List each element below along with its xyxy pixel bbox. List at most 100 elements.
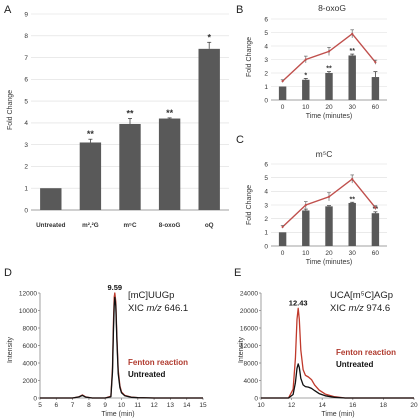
panel-b-x-tick-label: 30 <box>349 104 357 111</box>
panel-e-legend-untreated: Untreated <box>336 360 373 369</box>
panel-d-peak-label: 9.59 <box>108 283 123 292</box>
panel-a-bar <box>158 118 181 210</box>
panel-c-line-point <box>327 195 331 198</box>
panel-c-y-tick-label: 2 <box>264 216 268 223</box>
panel-d-y-axis-label: Intensity <box>7 336 14 363</box>
panel-a-y-tick-label: 4 <box>24 120 28 127</box>
panel-a-y-tick-label: 2 <box>24 164 28 171</box>
panel-a-y-tick-label: 7 <box>24 55 28 62</box>
panel-c-bar <box>302 210 310 246</box>
panel-d-legend-fenton: Fenton reaction <box>128 358 188 367</box>
panel-c-x-tick-label: 0 <box>281 250 285 257</box>
panel-e-y-tick-label: 0 <box>254 395 258 402</box>
panel-e-x-tick-label: 14 <box>319 402 327 409</box>
panel-b-line-point <box>281 80 284 83</box>
panel-b-significance-label: ** <box>349 48 355 55</box>
panel-e-y-tick-label: 24000 <box>240 290 258 297</box>
panel-e-chart: E Intensity Time (min) UCA[m⁵C]AGp XIC m… <box>234 267 418 418</box>
panel-a-y-tick-label: 5 <box>24 98 28 105</box>
panel-e-x-tick-label: 20 <box>410 402 418 409</box>
panel-d-compound-label: [mC]UUGp <box>128 290 174 301</box>
panel-a-significance-label: ** <box>126 109 134 119</box>
panel-d-y-tick-label: 12000 <box>19 290 37 297</box>
panel-a-y-tick-label: 9 <box>24 11 28 18</box>
panel-d-x-tick-label: 15 <box>199 402 207 409</box>
panel-d-xic-label: XIC m/z 646.1 <box>128 303 188 314</box>
panel-a-y-tick-label: 6 <box>24 77 28 84</box>
panel-e-x-axis-label: Time (min) <box>321 411 354 418</box>
panel-d-y-tick-label: 0 <box>33 395 37 402</box>
panel-b-bar <box>371 77 380 100</box>
panel-c-x-tick-label: 20 <box>325 250 333 257</box>
panel-a-y-tick-label: 1 <box>24 186 28 193</box>
panel-a-x-tick-label: m⁵C <box>123 222 137 229</box>
panel-e-xic-label: XIC m/z 974.6 <box>330 303 390 314</box>
panel-a-x-tick-label: Untreated <box>36 222 66 229</box>
panel-c-y-tick-label: 5 <box>264 175 268 182</box>
panel-d-x-tick-label: 9 <box>103 402 107 409</box>
panel-e-y-tick-label: 20000 <box>240 308 258 315</box>
panel-c-line-point <box>281 225 284 228</box>
panel-c-line-point <box>374 206 377 209</box>
panel-e-y-axis-label: Intensity <box>238 336 245 363</box>
panel-e-compound-label: UCA[m⁵C]AGp <box>330 290 393 301</box>
panel-b-significance-label: ** <box>326 66 332 73</box>
panel-c-chart: C m⁵C Fold Change Time (minutes) 0 1 2 3 4 5 6… <box>236 134 387 266</box>
panel-b-y-tick-label: 5 <box>264 30 268 37</box>
panel-d-y-tick-label: 4000 <box>23 360 38 367</box>
panel-e-x-tick-label: 12 <box>288 402 296 409</box>
panel-d-x-tick-label: 14 <box>183 402 191 409</box>
panel-c-x-tick-label: 60 <box>372 250 380 257</box>
panel-a-x-tick-label: 8-oxoG <box>159 222 181 229</box>
panel-d-y-tick-label: 2000 <box>23 378 38 385</box>
panel-c-significance-label: ** <box>349 196 355 203</box>
panel-a-y-axis-label: Fold Change <box>7 90 14 130</box>
panel-c-bar <box>278 232 287 246</box>
panel-e-peak-label: 12.43 <box>289 298 308 307</box>
panel-a-x-tick-label: oQ <box>205 222 214 229</box>
panel-d-xic-prefix: XIC <box>128 303 146 314</box>
panel-b-y-tick-label: 6 <box>264 16 268 23</box>
panel-d-y-tick-label: 10000 <box>19 308 37 315</box>
panel-e-x-tick-label: 18 <box>380 402 388 409</box>
panel-c-label: C <box>236 134 244 146</box>
panel-b-bar <box>278 86 287 100</box>
panel-b-y-tick-label: 1 <box>264 84 268 91</box>
panel-e-trace <box>261 363 414 399</box>
panel-e-mz-label: m/z <box>348 303 364 314</box>
panel-c-bar <box>325 206 333 246</box>
panel-b-y-tick-label: 3 <box>264 57 268 64</box>
panel-e-y-tick-label: 8000 <box>244 360 259 367</box>
panel-a-label: A <box>4 4 12 16</box>
panel-b-bar <box>302 79 310 100</box>
panel-a-bar <box>40 188 62 210</box>
panel-c-x-axis-label: Time (minutes) <box>306 259 352 266</box>
panel-e-y-tick-label: 12000 <box>240 343 258 350</box>
panel-b-line-point <box>351 32 354 35</box>
panel-c-bar <box>348 202 356 246</box>
panel-a-y-tick-label: 8 <box>24 33 28 40</box>
panel-b-y-tick-label: 4 <box>264 43 268 50</box>
panel-d-x-tick-label: 10 <box>118 402 126 409</box>
panel-a-x-tick-label: m²,²G <box>82 222 99 229</box>
panel-a-bar <box>79 142 102 210</box>
panel-d-legend-untreated: Untreated <box>128 370 165 379</box>
panel-d-y-tick-label: 6000 <box>23 343 38 350</box>
panel-c-y-tick-label: 0 <box>264 243 268 250</box>
panel-b-line-point <box>304 58 307 61</box>
panel-a-significance-label: * <box>207 32 211 42</box>
panel-d-x-tick-label: 6 <box>54 402 58 409</box>
panel-d-x-tick-label: 13 <box>167 402 175 409</box>
panel-b-x-tick-label: 10 <box>302 104 310 111</box>
panel-b-y-axis-label: Fold Change <box>246 37 253 77</box>
panel-c-y-tick-label: 4 <box>264 189 268 196</box>
panel-b-line-point <box>374 61 377 64</box>
panel-e-legend-fenton: Fenton reaction <box>336 348 396 357</box>
panel-d-mz-value: 646.1 <box>162 303 188 314</box>
panel-c-line-point <box>351 177 354 181</box>
panel-e-x-tick-label: 16 <box>349 402 357 409</box>
panel-d-x-axis-label: Time (min) <box>101 411 134 418</box>
panel-d-trace <box>40 296 203 399</box>
panel-b-x-tick-label: 0 <box>281 104 285 111</box>
panel-a-y-tick-label: 0 <box>24 207 28 214</box>
